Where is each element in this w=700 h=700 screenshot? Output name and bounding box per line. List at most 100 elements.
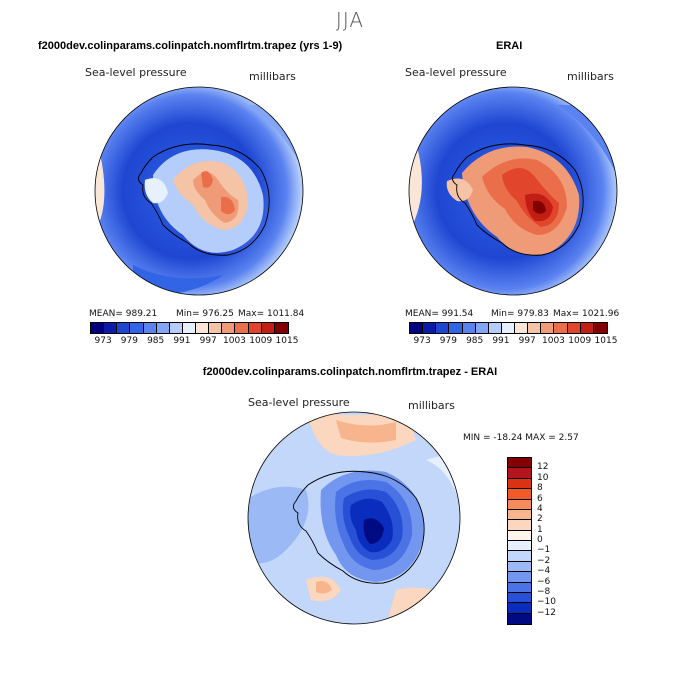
model-variable-label: Sea-level pressure [85,66,187,79]
colorbar-tick-label: 6 [537,493,543,504]
colorbar-tick-label: 4 [537,503,543,514]
colorbar-swatch [508,572,531,583]
colorbar-swatch [436,323,450,333]
colorbar-tick-label: 973 [94,336,112,346]
colorbar-tick-label: −12 [537,607,556,618]
diff-colorbar [507,457,532,625]
colorbar-swatch [508,592,531,604]
model-panel-title: f2000dev.colinparams.colinpatch.nomflrtm… [38,40,343,52]
colorbar-tick-label: 985 [466,336,484,346]
obs-panel-title: ERAI [496,40,523,52]
colorbar-swatch [508,458,531,469]
colorbar-swatch [515,323,529,333]
colorbar-tick-label: 10 [537,472,549,483]
colorbar-swatch [209,323,223,333]
colorbar-swatch [248,323,262,333]
colorbar-swatch [104,323,118,333]
season-title: JJA [335,8,365,32]
colorbar-tick-label: 1003 [542,336,565,346]
obs-colorbar-ticks: 973 979 985 991 997 1003 1009 1015 [409,336,618,348]
colorbar-tick-label: 0 [537,535,543,545]
colorbar-swatch [508,530,531,541]
colorbar-tick-label: −2 [537,555,551,566]
colorbar-swatch [143,323,157,333]
colorbar-swatch [274,323,288,333]
colorbar-swatch [567,323,581,333]
colorbar-swatch [508,582,531,593]
diff-slp-map [247,411,461,625]
colorbar-tick-label: 979 [120,336,138,346]
colorbar-tick-label: 1015 [594,336,618,346]
colorbar-swatch [222,323,236,333]
colorbar-tick-label: 1003 [223,336,246,346]
colorbar-swatch [508,478,531,490]
model-slp-map [94,86,304,296]
model-max-stat: Max= 1011.84 [238,309,305,319]
colorbar-swatch [196,323,210,333]
diff-panel-title: f2000dev.colinparams.colinpatch.nomflrtm… [202,366,498,378]
colorbar-tick-label: −10 [537,597,556,608]
colorbar-tick-label: 1015 [275,336,299,346]
colorbar-tick-label: 973 [413,336,431,346]
colorbar-swatch [508,551,531,562]
colorbar-tick-label: 1009 [249,336,273,346]
colorbar-swatch [508,520,531,531]
model-min-stat: Min= 976.25 [176,309,234,319]
diff-variable-label: Sea-level pressure [248,396,350,409]
colorbar-swatch [488,323,502,333]
colorbar-tick-label: 1 [537,524,543,535]
colorbar-swatch [449,323,463,333]
colorbar-swatch [169,323,183,333]
model-colorbar [90,322,289,334]
obs-colorbar [409,322,608,334]
colorbar-swatch [117,323,131,333]
obs-slp-map [408,86,618,296]
colorbar-tick-label: 985 [147,336,165,346]
colorbar-tick-label: 12 [537,462,549,473]
colorbar-tick-label: 997 [199,336,217,346]
colorbar-tick-label: 8 [537,483,543,494]
colorbar-tick-label: 1009 [568,336,592,346]
colorbar-tick-label: 991 [173,336,191,346]
colorbar-tick-label: −1 [537,545,551,556]
colorbar-tick-label: 2 [537,514,543,525]
colorbar-swatch [508,499,531,510]
colorbar-swatch [156,323,170,333]
colorbar-swatch [508,603,531,614]
colorbar-swatch [508,489,531,500]
colorbar-tick-label: 997 [518,336,536,346]
colorbar-swatch [593,323,607,333]
colorbar-swatch [475,323,489,333]
colorbar-swatch [410,323,424,333]
obs-min-stat: Min= 979.83 [491,309,549,319]
colorbar-tick-label: −8 [537,586,551,597]
colorbar-swatch [462,323,476,333]
colorbar-swatch [508,613,531,624]
colorbar-swatch [130,323,144,333]
obs-mean-stat: MEAN= 991.54 [405,309,474,319]
colorbar-swatch [528,323,542,333]
obs-variable-label: Sea-level pressure [405,66,507,79]
colorbar-tick-label: 991 [492,336,510,346]
colorbar-tick-label: −4 [537,566,551,577]
model-units-label: millibars [249,70,296,83]
colorbar-swatch [508,468,531,479]
colorbar-swatch [423,323,437,333]
colorbar-swatch [580,323,594,333]
colorbar-swatch [554,323,568,333]
model-colorbar-ticks: 973 979 985 991 997 1003 1009 1015 [90,336,299,348]
colorbar-swatch [508,509,531,521]
colorbar-tick-label: 979 [439,336,457,346]
colorbar-swatch [508,561,531,573]
colorbar-swatch [91,323,105,333]
colorbar-swatch [501,323,515,333]
obs-max-stat: Max= 1021.96 [553,309,620,319]
colorbar-tick-label: −6 [537,576,551,587]
obs-units-label: millibars [567,70,614,83]
diff-colorbar-ticks: 12 10 8 6 4 2 1 0 −1 −2 −4 −6 −8 −10 −12 [537,457,577,623]
colorbar-swatch [182,323,196,333]
diff-minmax-stat: MIN = -18.24 MAX = 2.57 [463,433,579,443]
colorbar-swatch [508,541,531,552]
model-mean-stat: MEAN= 989.21 [89,309,158,319]
colorbar-swatch [235,323,249,333]
